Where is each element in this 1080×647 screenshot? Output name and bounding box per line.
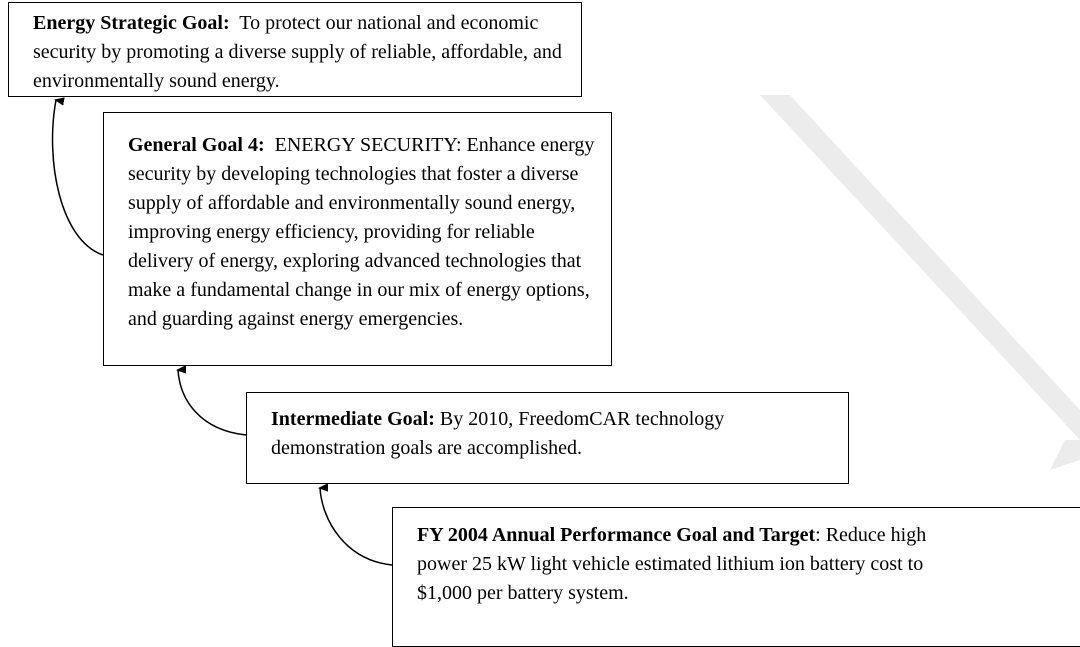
goal-box: General Goal 4: ENERGY SECURITY: Enhance…	[103, 112, 612, 366]
goal-box: Intermediate Goal: By 2010, FreedomCAR t…	[246, 392, 849, 484]
goal-box: FY 2004 Annual Performance Goal and Targ…	[392, 507, 1080, 647]
goal-label: Intermediate Goal:	[271, 408, 435, 430]
goal-text: ENERGY SECURITY: Enhance energy security…	[128, 134, 595, 330]
watermark-stroke	[760, 95, 1080, 440]
page: Energy Strategic Goal: To protect our na…	[8, 2, 1080, 647]
goal-box: Energy Strategic Goal: To protect our na…	[8, 2, 582, 97]
goal-text: : Reduce high power 25 kW light vehicle …	[417, 524, 927, 604]
arrow	[320, 488, 393, 566]
goal-label: General Goal 4:	[128, 134, 265, 156]
watermark-stroke	[1050, 440, 1080, 470]
goal-text: By 2010, FreedomCAR technology demonstra…	[271, 408, 725, 459]
goal-label: FY 2004 Annual Performance Goal and Targ…	[417, 524, 816, 546]
diagram-layer	[51, 95, 1080, 566]
arrow	[178, 370, 247, 436]
goal-text: To protect our national and economic sec…	[33, 12, 562, 92]
watermark	[760, 95, 1080, 470]
arrow	[51, 100, 104, 256]
goal-label: Energy Strategic Goal:	[33, 12, 230, 34]
